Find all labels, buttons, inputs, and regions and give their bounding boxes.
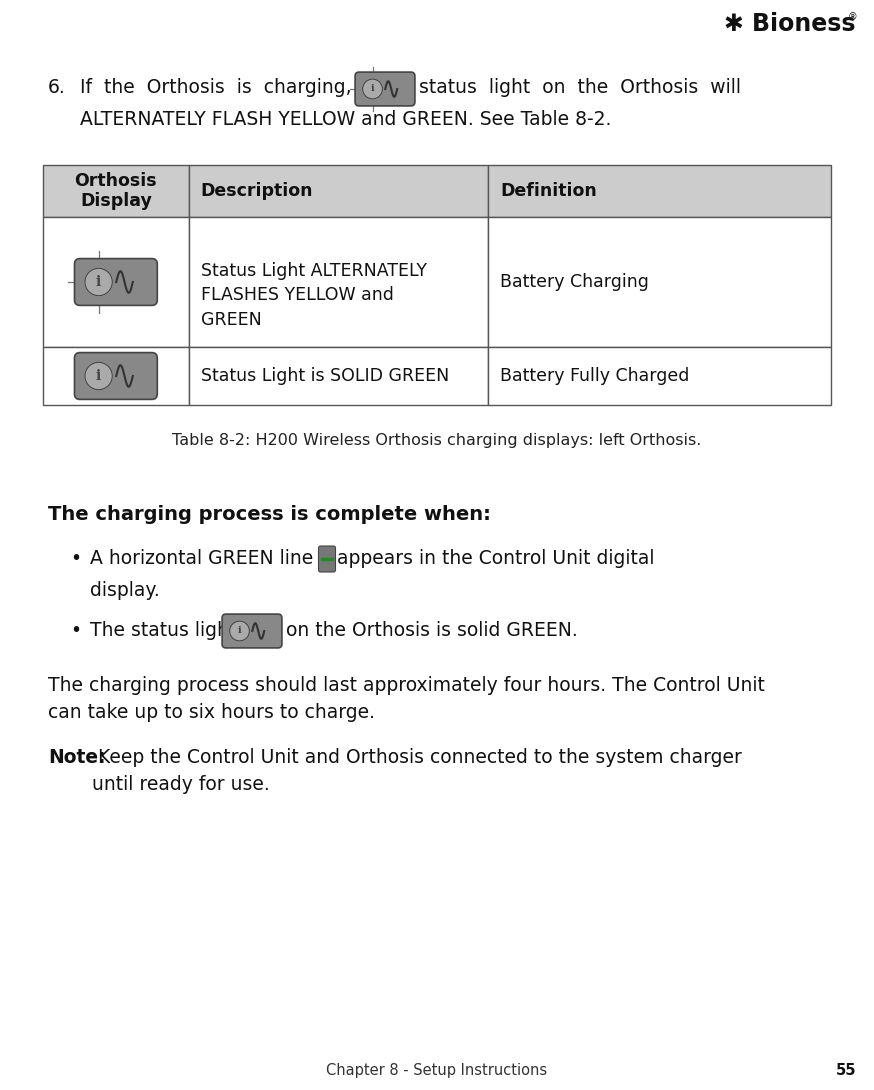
Text: The charging process is complete when:: The charging process is complete when: [48, 505, 491, 524]
Text: Status Light is SOLID GREEN: Status Light is SOLID GREEN [201, 367, 449, 385]
Circle shape [230, 621, 249, 641]
Text: •: • [70, 621, 81, 640]
Bar [43, 165, 189, 217]
Bar [189, 217, 489, 347]
Bar [43, 347, 189, 405]
Text: Definition: Definition [500, 182, 597, 199]
Bar [189, 165, 489, 217]
Text: Description: Description [201, 182, 313, 199]
Circle shape [363, 80, 383, 99]
Circle shape [85, 362, 112, 390]
Text: i: i [238, 627, 241, 635]
Bar [489, 347, 831, 405]
Text: •: • [70, 549, 81, 568]
Text: ✱ Bioness: ✱ Bioness [725, 12, 856, 36]
FancyBboxPatch shape [318, 546, 336, 572]
Text: Keep the Control Unit and Orthosis connected to the system charger
until ready f: Keep the Control Unit and Orthosis conne… [92, 748, 742, 795]
Text: Note:: Note: [48, 748, 106, 767]
Bar [489, 165, 831, 217]
Text: Table 8-2: H200 Wireless Orthosis charging displays: left Orthosis.: Table 8-2: H200 Wireless Orthosis chargi… [172, 433, 702, 448]
Text: If  the  Orthosis  is  charging,  the: If the Orthosis is charging, the [80, 78, 394, 97]
Text: Battery Charging: Battery Charging [500, 272, 649, 291]
Text: status  light  on  the  Orthosis  will: status light on the Orthosis will [419, 78, 741, 97]
Text: Status Light ALTERNATELY
FLASHES YELLOW and
GREEN: Status Light ALTERNATELY FLASHES YELLOW … [201, 262, 427, 328]
FancyBboxPatch shape [74, 352, 157, 399]
Text: display.: display. [90, 581, 160, 600]
Bar [189, 347, 489, 405]
Circle shape [85, 268, 112, 295]
Text: The charging process should last approximately four hours. The Control Unit
can : The charging process should last approxi… [48, 676, 765, 723]
Text: The status light: The status light [90, 621, 236, 640]
Text: A horizontal GREEN line: A horizontal GREEN line [90, 549, 313, 568]
Text: ®: ® [847, 12, 857, 22]
Text: i: i [96, 368, 101, 383]
Text: i: i [371, 84, 374, 94]
Text: 55: 55 [836, 1063, 856, 1078]
Bar [43, 217, 189, 347]
Text: Chapter 8 - Setup Instructions: Chapter 8 - Setup Instructions [326, 1063, 548, 1078]
Text: Orthosis
Display: Orthosis Display [74, 171, 157, 210]
Text: Battery Fully Charged: Battery Fully Charged [500, 367, 690, 385]
FancyBboxPatch shape [355, 72, 415, 106]
FancyBboxPatch shape [74, 258, 157, 305]
Text: i: i [96, 275, 101, 289]
Bar [489, 217, 831, 347]
Text: ALTERNATELY FLASH YELLOW and GREEN. See Table 8-2.: ALTERNATELY FLASH YELLOW and GREEN. See … [80, 110, 612, 129]
Text: on the Orthosis is solid GREEN.: on the Orthosis is solid GREEN. [286, 621, 578, 640]
FancyBboxPatch shape [222, 614, 282, 647]
Text: appears in the Control Unit digital: appears in the Control Unit digital [337, 549, 655, 568]
Text: 6.: 6. [48, 78, 66, 97]
